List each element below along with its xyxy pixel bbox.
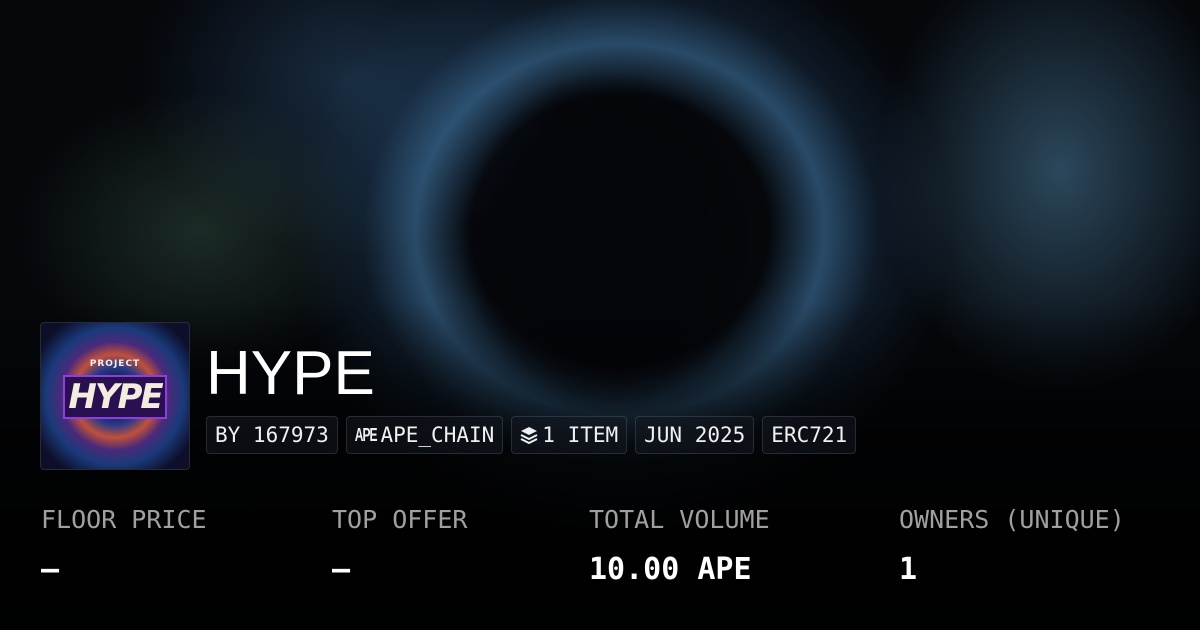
logo-text-main: HYPE: [63, 375, 167, 419]
chain-badge: APE APE_CHAIN: [345, 416, 504, 454]
collection-logo: PROJECT HYPE: [40, 322, 190, 470]
stat-value: –: [332, 552, 351, 587]
stat-label: FLOOR PRICE: [41, 505, 207, 534]
stat-floor-price: FLOOR PRICE –: [41, 505, 207, 587]
standard-badge: ERC721: [762, 416, 857, 454]
date-badge: JUN 2025: [635, 416, 755, 454]
items-badge: 1 ITEM: [511, 416, 628, 454]
creator-badge[interactable]: BY 167973: [206, 416, 338, 454]
stat-top-offer: TOP OFFER –: [332, 505, 467, 587]
standard-label: ERC721: [771, 423, 848, 447]
layers-icon: [520, 427, 538, 444]
stat-label: TOP OFFER: [332, 505, 468, 534]
items-label: 1 ITEM: [542, 423, 619, 447]
stat-value: 1: [899, 552, 918, 587]
logo-text-top: PROJECT: [89, 359, 141, 369]
chain-label: APE_CHAIN: [380, 423, 495, 447]
background-fade: [0, 300, 1200, 630]
stat-total-volume: TOTAL VOLUME 10.00 APE: [589, 505, 770, 587]
collection-title: HYPE: [206, 339, 375, 408]
stat-label: TOTAL VOLUME: [589, 505, 770, 534]
collection-badges: BY 167973 APE APE_CHAIN 1 ITEM JUN 2025 E…: [206, 416, 857, 454]
creator-label: BY 167973: [215, 423, 329, 447]
date-label: JUN 2025: [644, 423, 746, 447]
stat-owners: OWNERS (UNIQUE) 1: [899, 505, 1125, 587]
stat-label: OWNERS (UNIQUE): [899, 505, 1125, 534]
stat-value: –: [41, 552, 60, 587]
stat-value: 10.00 APE: [589, 552, 752, 587]
apechain-icon: APE: [354, 424, 378, 446]
